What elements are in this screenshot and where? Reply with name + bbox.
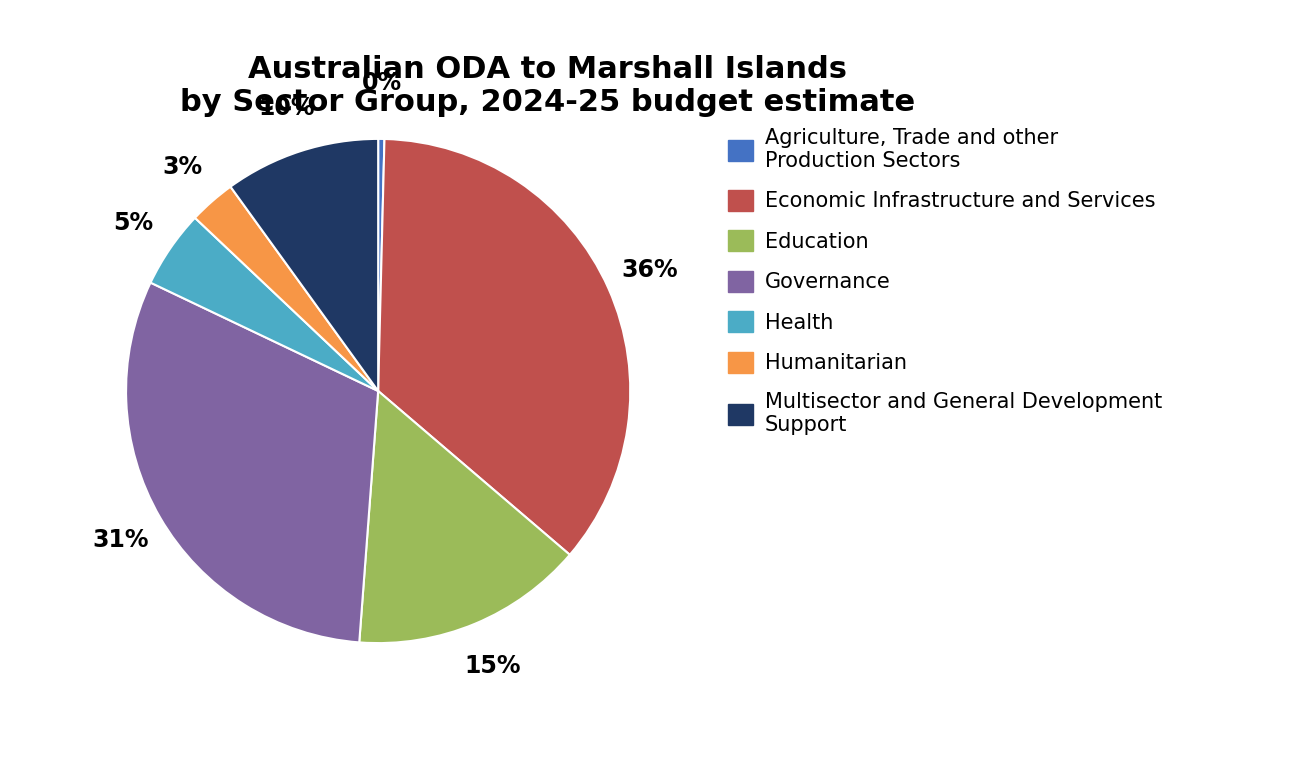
Wedge shape — [359, 391, 570, 643]
Wedge shape — [231, 139, 378, 391]
Wedge shape — [378, 139, 385, 391]
Text: 10%: 10% — [258, 96, 314, 120]
Text: Australian ODA to Marshall Islands
by Sector Group, 2024-25 budget estimate: Australian ODA to Marshall Islands by Se… — [180, 55, 915, 117]
Wedge shape — [126, 282, 378, 642]
Text: 15%: 15% — [464, 654, 520, 678]
Text: 0%: 0% — [363, 71, 402, 95]
Text: 5%: 5% — [112, 211, 153, 235]
Text: 31%: 31% — [93, 529, 149, 552]
Text: 36%: 36% — [622, 258, 678, 282]
Legend: Agriculture, Trade and other
Production Sectors, Economic Infrastructure and Ser: Agriculture, Trade and other Production … — [728, 127, 1162, 435]
Wedge shape — [194, 187, 378, 391]
Text: 3%: 3% — [162, 156, 202, 179]
Wedge shape — [378, 139, 630, 554]
Wedge shape — [150, 218, 378, 391]
